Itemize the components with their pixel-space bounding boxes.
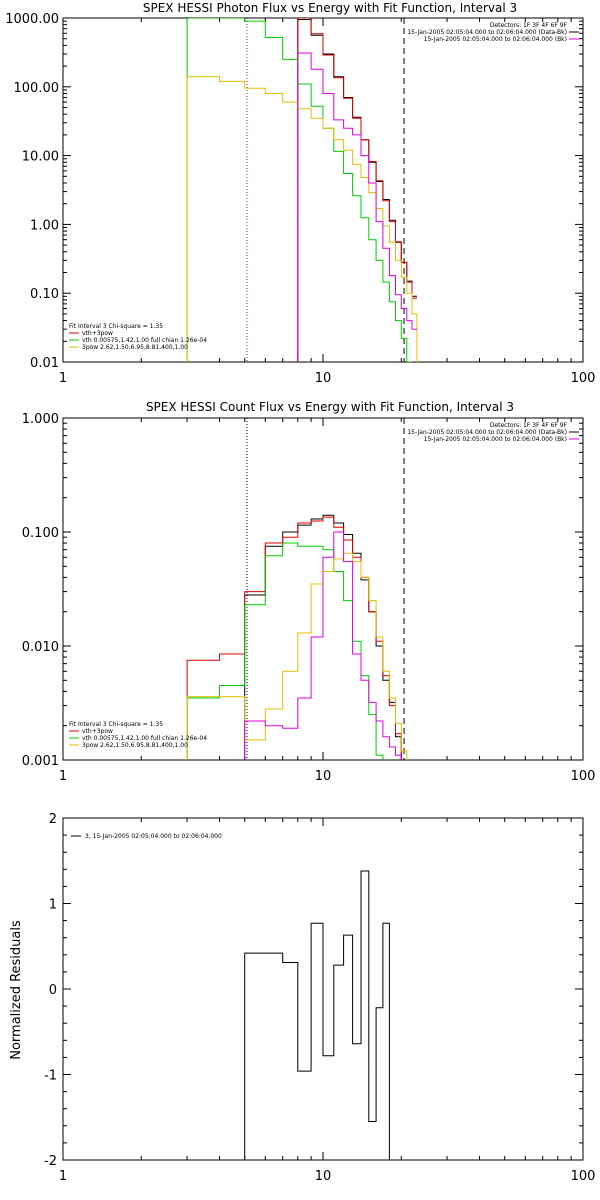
y-tick-label: 1.00 [30, 218, 59, 233]
legend-bottom-left-item: vth+3pow [82, 728, 113, 735]
plot-area [186, 18, 418, 362]
x-tick-label: 100 [571, 1169, 596, 1184]
plot-area [244, 870, 390, 1160]
y-tick-label: 100.00 [14, 81, 60, 96]
y-tick-label: 0.01 [30, 356, 59, 371]
legend-top-right-item: 15-Jan-2005 02:05:04.000 to 02:06:04.000… [424, 436, 567, 443]
y-tick-label: -1 [44, 1069, 57, 1084]
y-tick-label: -2 [44, 1154, 57, 1169]
photon-flux-panel: SPEX HESSI Photon Flux vs Energy with Fi… [5, 1, 595, 386]
y-tick-label: 2 [49, 812, 57, 827]
series-vth [186, 18, 412, 362]
y-tick-label: 0.100 [22, 526, 59, 541]
legend-bottom-left-item: Fit Interval 3 Chi-square = 1.35 [69, 323, 163, 330]
y-tick-label: 1000.00 [5, 12, 59, 27]
y-tick-label: 10.00 [22, 150, 59, 165]
legend-bottom-left-item: 3pow 2.62,1.50,6.95,8.81,400,1.00 [82, 344, 188, 351]
y-tick-label: 0.001 [22, 754, 59, 769]
series-bk [297, 52, 417, 362]
legend-top-left-item: 3, 15-Jan-2005 02:05:04.000 to 02:06:04.… [85, 833, 222, 840]
residuals-ylabel: Normalized Residuals [9, 920, 24, 1060]
series-vth-3pow [186, 516, 402, 760]
series-vth [186, 542, 384, 760]
y-tick-label: 1.000 [22, 412, 59, 427]
legend-top-right-item: 15-Jan-2005 02:05:04.000 to 02:06:04.000… [424, 36, 567, 43]
y-tick-label: 0.010 [22, 640, 59, 655]
photon-flux-title: SPEX HESSI Photon Flux vs Energy with Fi… [143, 1, 517, 15]
x-tick-label: 1 [59, 371, 67, 386]
legend-bottom-left-item: 3pow 2.62,1.50,6.95,8.81,400,1.00 [82, 742, 188, 749]
y-tick-label: 0 [49, 983, 57, 998]
residuals-panel: Normalized Residuals 1 10 100 -2 -1 0 1 2 3, 15-… [9, 812, 595, 1184]
x-tick-label: 10 [315, 371, 332, 386]
x-tick-label: 1 [59, 769, 67, 784]
legend-bottom-left-item: vth 0.00575,1.42,1.00 full chian 1.26e-0… [82, 337, 207, 344]
legend-bottom-left-item: vth 0.00575,1.42,1.00 full chian 1.26e-0… [82, 735, 207, 742]
y-tick-label: 0.10 [30, 287, 59, 302]
series-bk [244, 531, 402, 760]
x-tick-label: 100 [571, 769, 596, 784]
legend-top-right-item: Detectors: 1F 3F 4F 6F 9F [490, 422, 568, 429]
count-flux-panel: SPEX HESSI Count Flux vs Energy with Fit… [22, 400, 596, 784]
legend-top-right-item: Detectors: 1F 3F 4F 6F 9F [490, 22, 568, 29]
plot-area [186, 514, 408, 760]
series-3pow [186, 76, 418, 362]
legend-top-right-item: 15-Jan-2005 02:05:04.000 to 02:06:04.000… [407, 429, 567, 436]
count-flux-title: SPEX HESSI Count Flux vs Energy with Fit… [146, 400, 514, 414]
series-3pow [186, 552, 408, 760]
series-residuals [244, 870, 390, 1160]
x-tick-label: 10 [315, 769, 332, 784]
legend-bottom-left-item: Fit Interval 3 Chi-square = 1.35 [69, 721, 163, 728]
x-tick-label: 1 [59, 1169, 67, 1184]
y-tick-label: 1 [49, 898, 57, 913]
series-data-bk [297, 19, 417, 362]
legend-bottom-left-item: vth+3pow [82, 330, 113, 337]
x-tick-label: 100 [571, 371, 596, 386]
x-tick-label: 10 [315, 1169, 332, 1184]
series-data-bk [244, 514, 402, 760]
legend-top-right-item: 15-Jan-2005 02:05:04.000 to 02:06:04.000… [407, 29, 567, 36]
